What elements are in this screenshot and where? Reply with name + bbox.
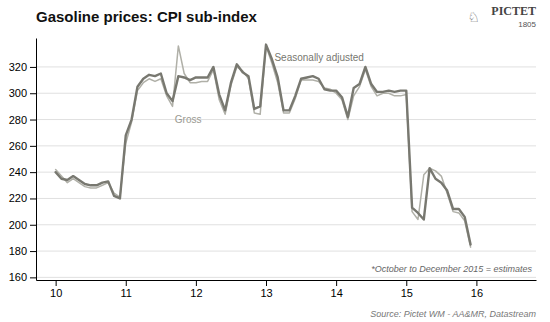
brand-icon: ♘: [467, 9, 480, 25]
y-tick: 300: [9, 87, 36, 99]
x-tick: 14: [331, 280, 343, 299]
y-tick-label: 220: [9, 192, 27, 204]
y-tick: 280: [9, 114, 36, 126]
y-tick-label: 320: [9, 61, 27, 73]
grid-line: [36, 172, 536, 173]
x-tick-label: 14: [331, 287, 343, 299]
y-axis: 160 180 200 220 240 260 280 300 320: [9, 39, 37, 284]
x-tick: 13: [260, 280, 272, 299]
y-tick: 260: [9, 140, 36, 152]
y-tick: 220: [9, 192, 36, 204]
x-tick-mark: [406, 280, 407, 286]
y-tick: 320: [9, 61, 36, 73]
x-axis-line: [37, 280, 537, 281]
annotations: Seasonally adjusted Gross: [175, 52, 364, 125]
x-tick-label: 16: [471, 287, 483, 299]
source: Source: Pictet WM - AA&MR, Datastream: [370, 309, 536, 319]
x-tick-mark: [196, 280, 197, 286]
x-tick-mark: [476, 280, 477, 286]
y-tick-mark: [30, 67, 36, 68]
series-line: [56, 45, 471, 245]
x-tick-label: 12: [190, 287, 202, 299]
x-tick: 16: [471, 280, 483, 299]
x-tick: 15: [401, 280, 413, 299]
grid-line: [36, 66, 536, 67]
y-tick: 240: [9, 166, 36, 178]
line-label: Gross: [175, 114, 202, 125]
y-tick-label: 200: [9, 219, 27, 231]
y-tick-label: 180: [9, 245, 27, 257]
x-tick-label: 10: [50, 287, 62, 299]
grid-line: [36, 93, 536, 94]
y-tick-label: 260: [9, 140, 27, 152]
y-tick-mark: [30, 172, 36, 173]
y-tick-label: 160: [9, 271, 27, 283]
y-tick: 180: [9, 245, 36, 257]
grid-line: [36, 224, 536, 225]
x-tick: 11: [121, 280, 132, 299]
x-tick-label: 15: [401, 287, 413, 299]
grid-line: [36, 198, 536, 199]
y-tick-mark: [30, 120, 36, 121]
x-tick: 10: [50, 280, 62, 299]
grid-line: [36, 145, 536, 146]
brand-year: 1805: [518, 20, 536, 29]
chart: 10 11 12 13 14 15 16 160 180 200 220 240 260 280 300 32…: [0, 0, 550, 322]
y-tick-mark: [30, 251, 36, 252]
x-tick-mark: [56, 280, 57, 286]
y-tick-label: 280: [9, 114, 27, 126]
x-tick-mark: [336, 280, 337, 286]
line-label: Seasonally adjusted: [274, 52, 364, 63]
footnote: *October to December 2015 = estimates: [371, 264, 532, 274]
x-tick-mark: [126, 280, 127, 286]
grid: [36, 67, 536, 277]
y-tick-mark: [30, 146, 36, 147]
grid-line: [36, 277, 536, 278]
x-tick-label: 11: [121, 287, 132, 299]
lines: [56, 45, 471, 248]
y-tick-mark: [30, 225, 36, 226]
y-tick-label: 240: [9, 166, 27, 178]
y-axis-line: [36, 39, 37, 281]
plot-area: 10 11 12 13 14 15 16 160 180 200 220 240 260 280 300 32…: [9, 39, 537, 299]
grid-line: [36, 119, 536, 120]
grid-line: [36, 251, 536, 252]
y-tick: 160: [9, 271, 36, 283]
x-tick-label: 13: [260, 287, 272, 299]
y-tick: 200: [9, 219, 36, 231]
y-tick-label: 300: [9, 87, 27, 99]
title: Gasoline prices: CPI sub-index: [36, 8, 258, 25]
x-axis: 10 11 12 13 14 15 16: [37, 280, 537, 299]
x-tick: 12: [190, 280, 202, 299]
y-tick-mark: [30, 198, 36, 199]
y-tick-mark: [30, 277, 36, 278]
x-tick-mark: [266, 280, 267, 286]
y-tick-mark: [30, 93, 36, 94]
brand-name: PICTET: [491, 4, 536, 18]
